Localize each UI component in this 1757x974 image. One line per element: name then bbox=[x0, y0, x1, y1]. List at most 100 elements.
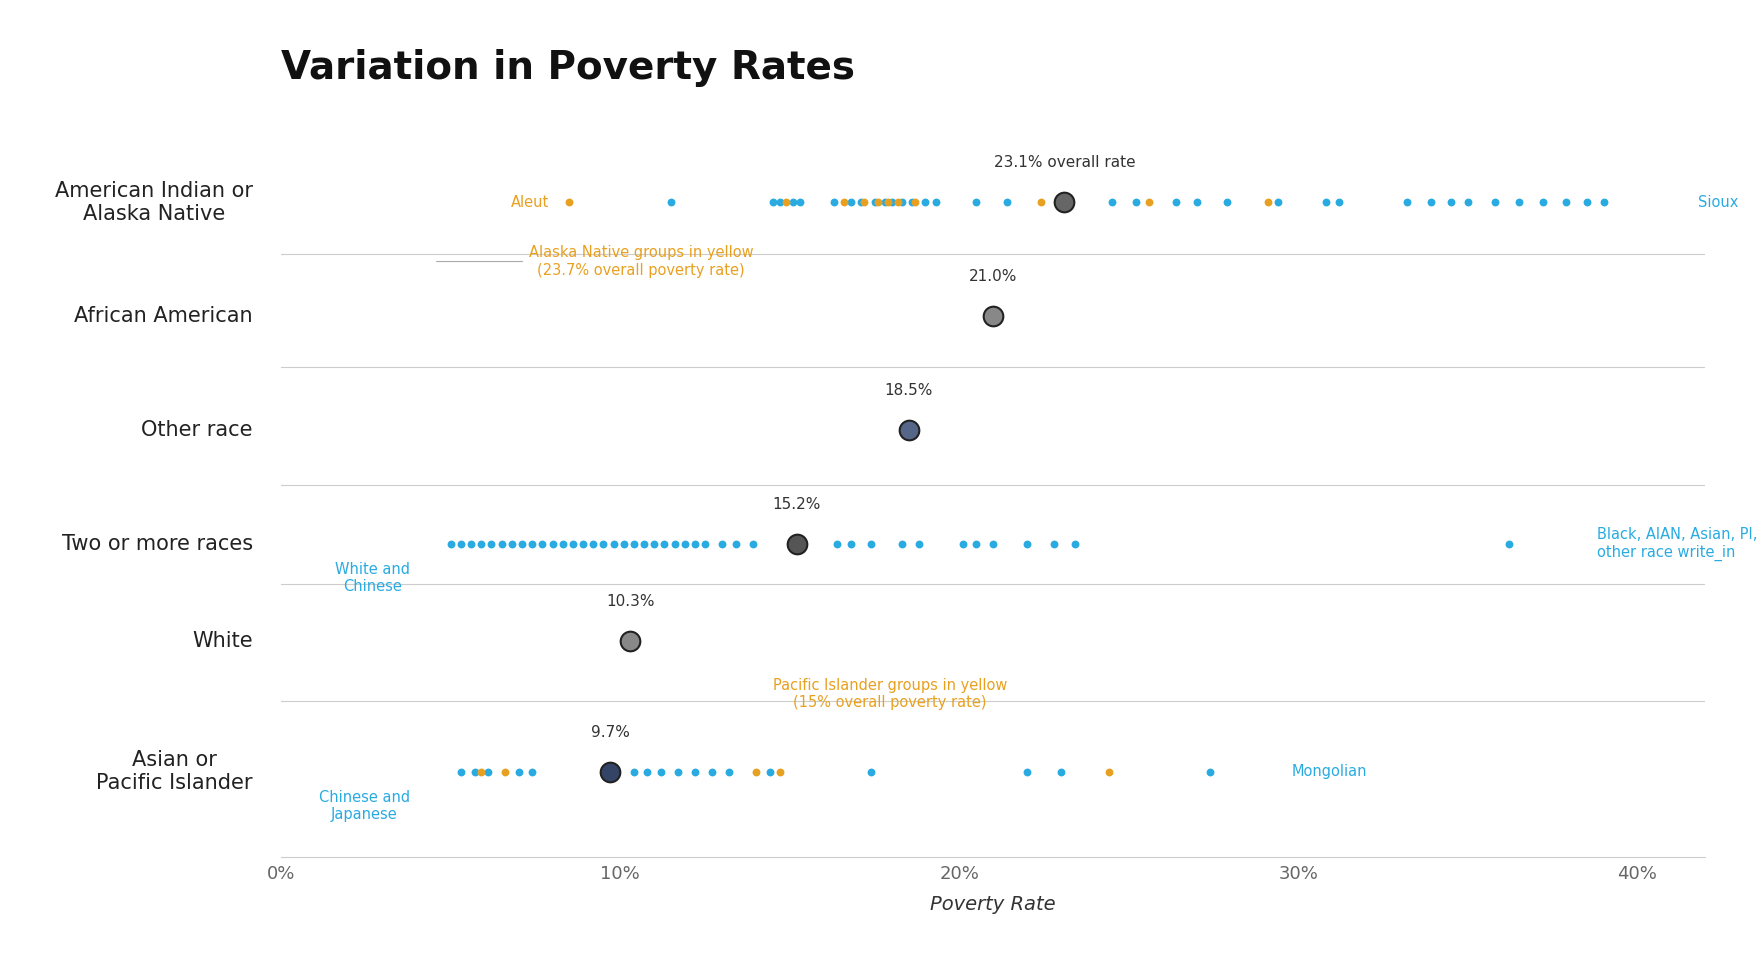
Text: 18.5%: 18.5% bbox=[884, 383, 933, 398]
Point bbox=[1059, 536, 1088, 551]
Text: Variation in Poverty Rates: Variation in Poverty Rates bbox=[281, 49, 856, 87]
Point bbox=[508, 536, 536, 551]
Point bbox=[664, 764, 692, 779]
Point bbox=[669, 536, 698, 551]
Point bbox=[569, 536, 597, 551]
Point bbox=[578, 536, 606, 551]
Point bbox=[460, 764, 488, 779]
Point bbox=[691, 536, 719, 551]
Point bbox=[979, 309, 1007, 324]
Point bbox=[661, 536, 689, 551]
Text: Pacific Islander groups in yellow
(15% overall poverty rate): Pacific Islander groups in yellow (15% o… bbox=[773, 678, 1007, 710]
Point bbox=[884, 195, 912, 210]
Point bbox=[647, 764, 675, 779]
Text: 9.7%: 9.7% bbox=[590, 725, 629, 740]
Point bbox=[518, 764, 546, 779]
Point bbox=[836, 536, 864, 551]
Point bbox=[1026, 195, 1054, 210]
Point bbox=[715, 764, 743, 779]
Text: White and
Chinese: White and Chinese bbox=[336, 562, 409, 594]
Point bbox=[478, 536, 506, 551]
Point bbox=[857, 764, 886, 779]
Point bbox=[467, 536, 495, 551]
Point bbox=[657, 195, 685, 210]
Point bbox=[961, 195, 989, 210]
Point bbox=[1571, 195, 1599, 210]
Point bbox=[859, 195, 887, 210]
Point bbox=[650, 536, 678, 551]
Point bbox=[847, 195, 875, 210]
Point bbox=[559, 536, 587, 551]
Text: 15.2%: 15.2% bbox=[771, 497, 821, 512]
Text: White: White bbox=[192, 631, 253, 651]
Point bbox=[1121, 195, 1149, 210]
Point bbox=[764, 764, 792, 779]
Point bbox=[1435, 195, 1464, 210]
Text: Black, AIAN, Asian, PI,
other race write_in: Black, AIAN, Asian, PI, other race write… bbox=[1595, 527, 1757, 561]
Point bbox=[518, 536, 546, 551]
Text: Chinese and
Japanese: Chinese and Japanese bbox=[318, 790, 409, 822]
Point bbox=[887, 536, 915, 551]
Point bbox=[633, 764, 661, 779]
Point bbox=[873, 195, 901, 210]
Point bbox=[599, 536, 627, 551]
Point bbox=[741, 764, 770, 779]
Point bbox=[1095, 764, 1123, 779]
Point bbox=[1325, 195, 1353, 210]
Point bbox=[822, 536, 850, 551]
Point bbox=[555, 195, 583, 210]
Point bbox=[497, 536, 525, 551]
Text: 10.3%: 10.3% bbox=[606, 594, 654, 609]
Point bbox=[504, 764, 532, 779]
Point bbox=[1096, 195, 1124, 210]
Point bbox=[1253, 195, 1281, 210]
Text: Asian or
Pacific Islander: Asian or Pacific Islander bbox=[97, 750, 253, 793]
Point bbox=[949, 536, 977, 551]
Point bbox=[857, 536, 886, 551]
Text: African American: African American bbox=[74, 306, 253, 326]
Text: Aleut: Aleut bbox=[511, 195, 548, 209]
Point bbox=[1416, 195, 1444, 210]
Point bbox=[863, 195, 891, 210]
Text: American Indian or
Alaska Native: American Indian or Alaska Native bbox=[54, 181, 253, 224]
Point bbox=[961, 536, 989, 551]
Point bbox=[785, 195, 813, 210]
Point bbox=[1504, 195, 1532, 210]
Point bbox=[829, 195, 857, 210]
Point bbox=[1195, 764, 1223, 779]
Text: Alaska Native groups in yellow
(23.7% overall poverty rate): Alaska Native groups in yellow (23.7% ov… bbox=[529, 245, 754, 278]
Point bbox=[759, 195, 787, 210]
Point bbox=[1182, 195, 1211, 210]
Point bbox=[1527, 195, 1555, 210]
Point bbox=[887, 195, 915, 210]
Point bbox=[1493, 536, 1522, 551]
Point bbox=[487, 536, 515, 551]
Point bbox=[910, 195, 938, 210]
Point bbox=[457, 536, 485, 551]
Point bbox=[894, 423, 922, 438]
Point bbox=[1161, 195, 1189, 210]
Point bbox=[1263, 195, 1291, 210]
Point bbox=[850, 195, 878, 210]
Point bbox=[467, 764, 495, 779]
Point bbox=[698, 764, 726, 779]
Text: Mongolian: Mongolian bbox=[1291, 765, 1367, 779]
Point bbox=[782, 536, 810, 551]
Point bbox=[905, 536, 933, 551]
Point bbox=[764, 195, 792, 210]
Point bbox=[819, 195, 847, 210]
Point bbox=[548, 536, 576, 551]
Point bbox=[921, 195, 949, 210]
Point bbox=[490, 764, 518, 779]
Point bbox=[870, 195, 898, 210]
Point bbox=[979, 536, 1007, 551]
Point bbox=[1588, 195, 1616, 210]
Point bbox=[446, 536, 474, 551]
Point bbox=[680, 764, 708, 779]
Point bbox=[538, 536, 566, 551]
Point bbox=[629, 536, 657, 551]
Point bbox=[720, 536, 748, 551]
Point bbox=[1311, 195, 1339, 210]
Point bbox=[640, 536, 668, 551]
Text: 23.1% overall rate: 23.1% overall rate bbox=[993, 156, 1135, 170]
